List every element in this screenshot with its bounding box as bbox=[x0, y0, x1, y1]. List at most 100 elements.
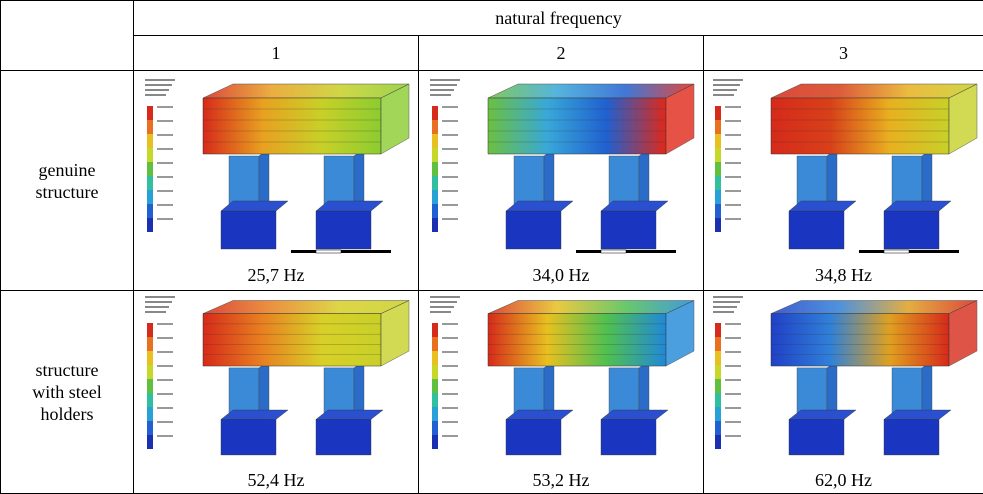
legend-label bbox=[442, 218, 458, 220]
row: genuine structure 25,7 Hz 34,0 Hz 34,8 H… bbox=[1, 71, 983, 291]
legend-label bbox=[442, 393, 458, 395]
result-cell: 25,7 Hz bbox=[134, 71, 419, 291]
legend-label bbox=[725, 204, 741, 206]
legend-text bbox=[145, 79, 175, 81]
beam-top bbox=[203, 84, 409, 98]
legend-label bbox=[157, 435, 173, 437]
legend-label bbox=[725, 162, 741, 164]
legend-text bbox=[713, 89, 737, 91]
beam-front bbox=[771, 98, 949, 154]
beam-top bbox=[488, 300, 694, 313]
legend-bar bbox=[432, 218, 438, 232]
base bbox=[316, 211, 371, 249]
result-cell: 62,0 Hz bbox=[704, 291, 983, 494]
legend-label bbox=[157, 162, 173, 164]
scale-bar-part bbox=[316, 250, 341, 253]
beam-top bbox=[771, 300, 977, 313]
legend-label bbox=[442, 134, 458, 136]
legend-bar bbox=[147, 106, 153, 120]
legend-bar bbox=[147, 218, 153, 232]
legend-label bbox=[157, 134, 173, 136]
base-top bbox=[789, 201, 856, 211]
legend-label bbox=[442, 337, 458, 339]
legend-label bbox=[442, 162, 458, 164]
beam-front bbox=[488, 98, 666, 154]
frequency: 53,2 Hz bbox=[533, 469, 590, 491]
legend-label bbox=[442, 148, 458, 150]
legend-label bbox=[157, 421, 173, 423]
legend-bar bbox=[715, 337, 721, 351]
legend-bar bbox=[432, 162, 438, 176]
legend-bar bbox=[147, 204, 153, 218]
legend-label bbox=[442, 106, 458, 108]
beam-top bbox=[203, 300, 409, 313]
legend-bar bbox=[715, 190, 721, 204]
legend-bar bbox=[432, 148, 438, 162]
legend-bar bbox=[432, 407, 438, 421]
legend-label bbox=[725, 218, 741, 220]
legend-label bbox=[725, 120, 741, 122]
legend-label bbox=[442, 120, 458, 122]
legend-label bbox=[725, 407, 741, 409]
frequency: 34,0 Hz bbox=[533, 264, 590, 286]
legend-label bbox=[725, 148, 741, 150]
legend-bar bbox=[432, 134, 438, 148]
frequency: 25,7 Hz bbox=[248, 264, 305, 286]
base-top bbox=[221, 201, 288, 211]
legend-text bbox=[430, 296, 460, 298]
legend-bar bbox=[432, 176, 438, 190]
fea-image bbox=[709, 293, 979, 469]
fea-image bbox=[141, 293, 411, 469]
base bbox=[884, 419, 939, 455]
legend-bar bbox=[432, 351, 438, 365]
legend-text bbox=[713, 301, 740, 303]
fea-image bbox=[141, 76, 411, 264]
base bbox=[506, 211, 561, 249]
base-top bbox=[221, 410, 288, 419]
legend-bar bbox=[432, 120, 438, 134]
legend-text bbox=[713, 94, 734, 96]
legend-label bbox=[442, 421, 458, 423]
legend-text bbox=[713, 311, 734, 313]
result-cell: 34,0 Hz bbox=[419, 71, 704, 291]
legend-bar bbox=[715, 120, 721, 134]
header-title: natural frequency bbox=[134, 1, 983, 36]
legend-label bbox=[442, 351, 458, 353]
legend-label bbox=[157, 204, 173, 206]
scale-bar-part bbox=[884, 250, 909, 253]
legend-label bbox=[157, 148, 173, 150]
header-row: natural frequency bbox=[1, 1, 983, 36]
result-cell: 53,2 Hz bbox=[419, 291, 704, 494]
legend-bar bbox=[432, 323, 438, 337]
legend-bar bbox=[147, 379, 153, 393]
legend-bar bbox=[715, 218, 721, 232]
legend-bar bbox=[432, 421, 438, 435]
legend-label bbox=[442, 323, 458, 325]
legend-label bbox=[442, 176, 458, 178]
frequency: 62,0 Hz bbox=[815, 469, 872, 491]
legend-bar bbox=[715, 365, 721, 379]
legend-bar bbox=[147, 365, 153, 379]
frequency: 34,8 Hz bbox=[815, 264, 872, 286]
legend-bar bbox=[432, 337, 438, 351]
row: structure with steel holders 52,4 Hz 53,… bbox=[1, 291, 983, 494]
legend-label bbox=[157, 218, 173, 220]
legend-label bbox=[725, 337, 741, 339]
legend-bar bbox=[147, 120, 153, 134]
legend-bar bbox=[715, 421, 721, 435]
legend-bar bbox=[147, 393, 153, 407]
base-top bbox=[601, 201, 668, 211]
legend-label bbox=[725, 351, 741, 353]
legend-bar bbox=[715, 407, 721, 421]
legend-label bbox=[157, 351, 173, 353]
legend-text bbox=[145, 89, 169, 91]
beam-front bbox=[203, 98, 381, 154]
legend-text bbox=[713, 306, 737, 308]
legend-bar bbox=[715, 176, 721, 190]
row-label-cell: structure with steel holders bbox=[1, 291, 134, 494]
legend-text bbox=[430, 301, 457, 303]
fea-image bbox=[709, 76, 979, 264]
legend-label bbox=[157, 365, 173, 367]
fea-image bbox=[426, 293, 696, 469]
legend-bar bbox=[147, 407, 153, 421]
